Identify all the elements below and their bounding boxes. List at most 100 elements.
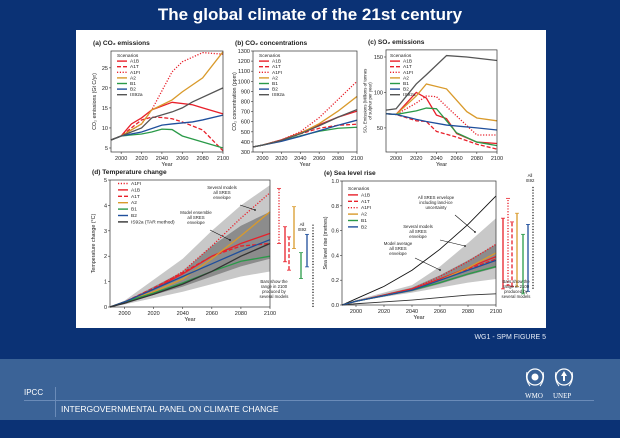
figure-label: WG1 - SPM FIGURE 5 [474,334,546,341]
series-line-b-A2 [252,95,358,148]
x-tick-label-a: 2020 [135,156,147,162]
y-tick-label-d: 0 [104,305,107,311]
y-tick-label-b: 1100 [238,69,250,75]
legend-label-a: B1 [130,81,136,87]
chart-title-a: (a) CO₂ emissions [93,40,150,47]
legend-label-c: IS92a [403,92,416,98]
envelope-line-e-0 [341,195,497,306]
chart-title-c: (c) SO₂ emissions [368,39,425,46]
legend-label-e: B2 [361,224,367,230]
annotation-d-0: envelope [213,195,231,200]
plot-frame-c [385,49,498,153]
x-tick-label-e: 2000 [350,309,362,315]
legend-title-c: Scenarios [390,53,412,59]
x-tick-label-b: 2040 [294,156,306,162]
y-axis-label-d: Temperature change (°C) [91,214,97,274]
y-tick-label-a: 15 [102,106,108,112]
y-tick-label-d: 3 [104,229,107,235]
annotation-e-3: IS92 [526,178,535,183]
legend-label-a: A1B [130,59,139,65]
annotation-arrowhead-e [474,231,476,233]
envelope-d-0 [110,185,270,307]
legend-label-c: A1T [403,64,412,70]
x-tick-label-d: 2080 [235,311,247,317]
y-tick-label-b: 400 [241,140,250,146]
y-axis-label-c: SO₂ Emissions (Millions of tonnesof sulp… [363,69,373,133]
y-tick-label-c: 50 [377,126,383,132]
y-tick-label-e: 1.0 [331,179,339,185]
annotation-d-3: produced by [262,289,287,294]
y-tick-label-b: 300 [241,150,250,156]
legend-label-e: A2 [361,212,367,218]
legend-label-e: A1B [361,192,370,198]
x-tick-label-d: 2100 [264,311,276,317]
x-tick-label-b: 2080 [332,156,344,162]
annotation-d-2: All [300,222,305,227]
legend-label-e: A1T [361,199,370,205]
series-line-c-A2 [385,83,498,122]
annotation-d-1: Model ensemble [180,210,212,215]
annotation-d-3: range in 2100 [261,284,288,289]
x-axis-label-b: Year [299,162,310,168]
y-axis-label-a: CO₂ emissions (Gt C/yr) [92,73,98,130]
y-tick-label-d: 2 [104,254,107,260]
annotation-e-2: all SRES [389,246,406,251]
legend-label-b: B1 [272,81,278,87]
chart-title-d: (d) Temperature change [92,169,167,176]
legend-label-c: B2 [403,87,409,93]
annotation-e-4: Bars show the [502,279,530,284]
envelope-line-e-1 [341,293,497,306]
x-axis-label-a: Year [161,162,172,168]
legend-label-b: A1FI [272,70,282,76]
footer-divider [24,400,594,401]
y-tick-label-e: 0.4 [331,253,339,259]
annotation-arrowhead-d [229,239,231,241]
legend-label-b: B2 [272,87,278,93]
x-axis-label-c: Year [436,162,447,168]
chart-title-e: (e) Sea level rise [324,170,376,177]
series-line-d-A1FI [109,192,271,308]
series-line-c-IS92a [385,54,498,111]
y-axis-label-line-c: SO₂ Emissions (Millions of tonnes [363,69,368,133]
legend-label-a: A1T [130,64,139,70]
legend-label-a: A1FI [130,70,140,76]
legend-label-d: B1 [131,207,137,213]
x-axis-label-e: Year [413,315,424,321]
envelope-e-0 [342,218,496,305]
y-tick-label-e: 0.6 [331,229,339,235]
annotation-e-2: Model average [384,241,413,246]
series-line-b-IS92a [252,108,358,148]
annotation-e-4: several models [502,294,531,299]
legend-label-d: A1B [131,187,140,193]
y-tick-label-b: 1000 [238,79,250,85]
legend-label-b: IS92a [272,92,285,98]
x-tick-label-e: 2060 [434,309,446,315]
x-tick-label-d: 2020 [148,311,160,317]
annotation-arrowhead-e [439,269,441,271]
annotation-e-3: All [528,173,533,178]
annotation-d-1: envelope [187,220,205,225]
y-tick-label-a: 25 [102,66,108,72]
y-tick-label-b: 800 [241,100,250,106]
y-tick-label-b: 500 [241,130,250,136]
series-line-c-B2 [385,113,498,131]
y-tick-label-d: 4 [104,203,107,209]
legend-title-b: Scenarios [259,53,281,59]
y-tick-label-a: 10 [102,126,108,132]
x-tick-label-d: 2040 [177,311,189,317]
legend-label-a: B2 [130,87,136,93]
y-tick-label-b: 1300 [238,49,250,55]
slide-title: The global climate of the 21st century [157,5,463,24]
wmo-logo-icon [525,368,545,387]
legend-label-d: A1FI [131,181,141,187]
x-tick-label-a: 2080 [197,156,209,162]
annotation-arrow-e [439,239,466,247]
footer-vertical-divider [55,387,56,417]
series-line-e-B2 [341,259,497,306]
plot-frame-e [341,180,497,306]
series-line-a-B1 [110,128,224,149]
annotation-arrow-d [209,229,231,241]
legend-label-a: A2 [130,75,136,81]
annotation-arrow-e [454,214,476,233]
plot-frame-a [110,50,224,153]
